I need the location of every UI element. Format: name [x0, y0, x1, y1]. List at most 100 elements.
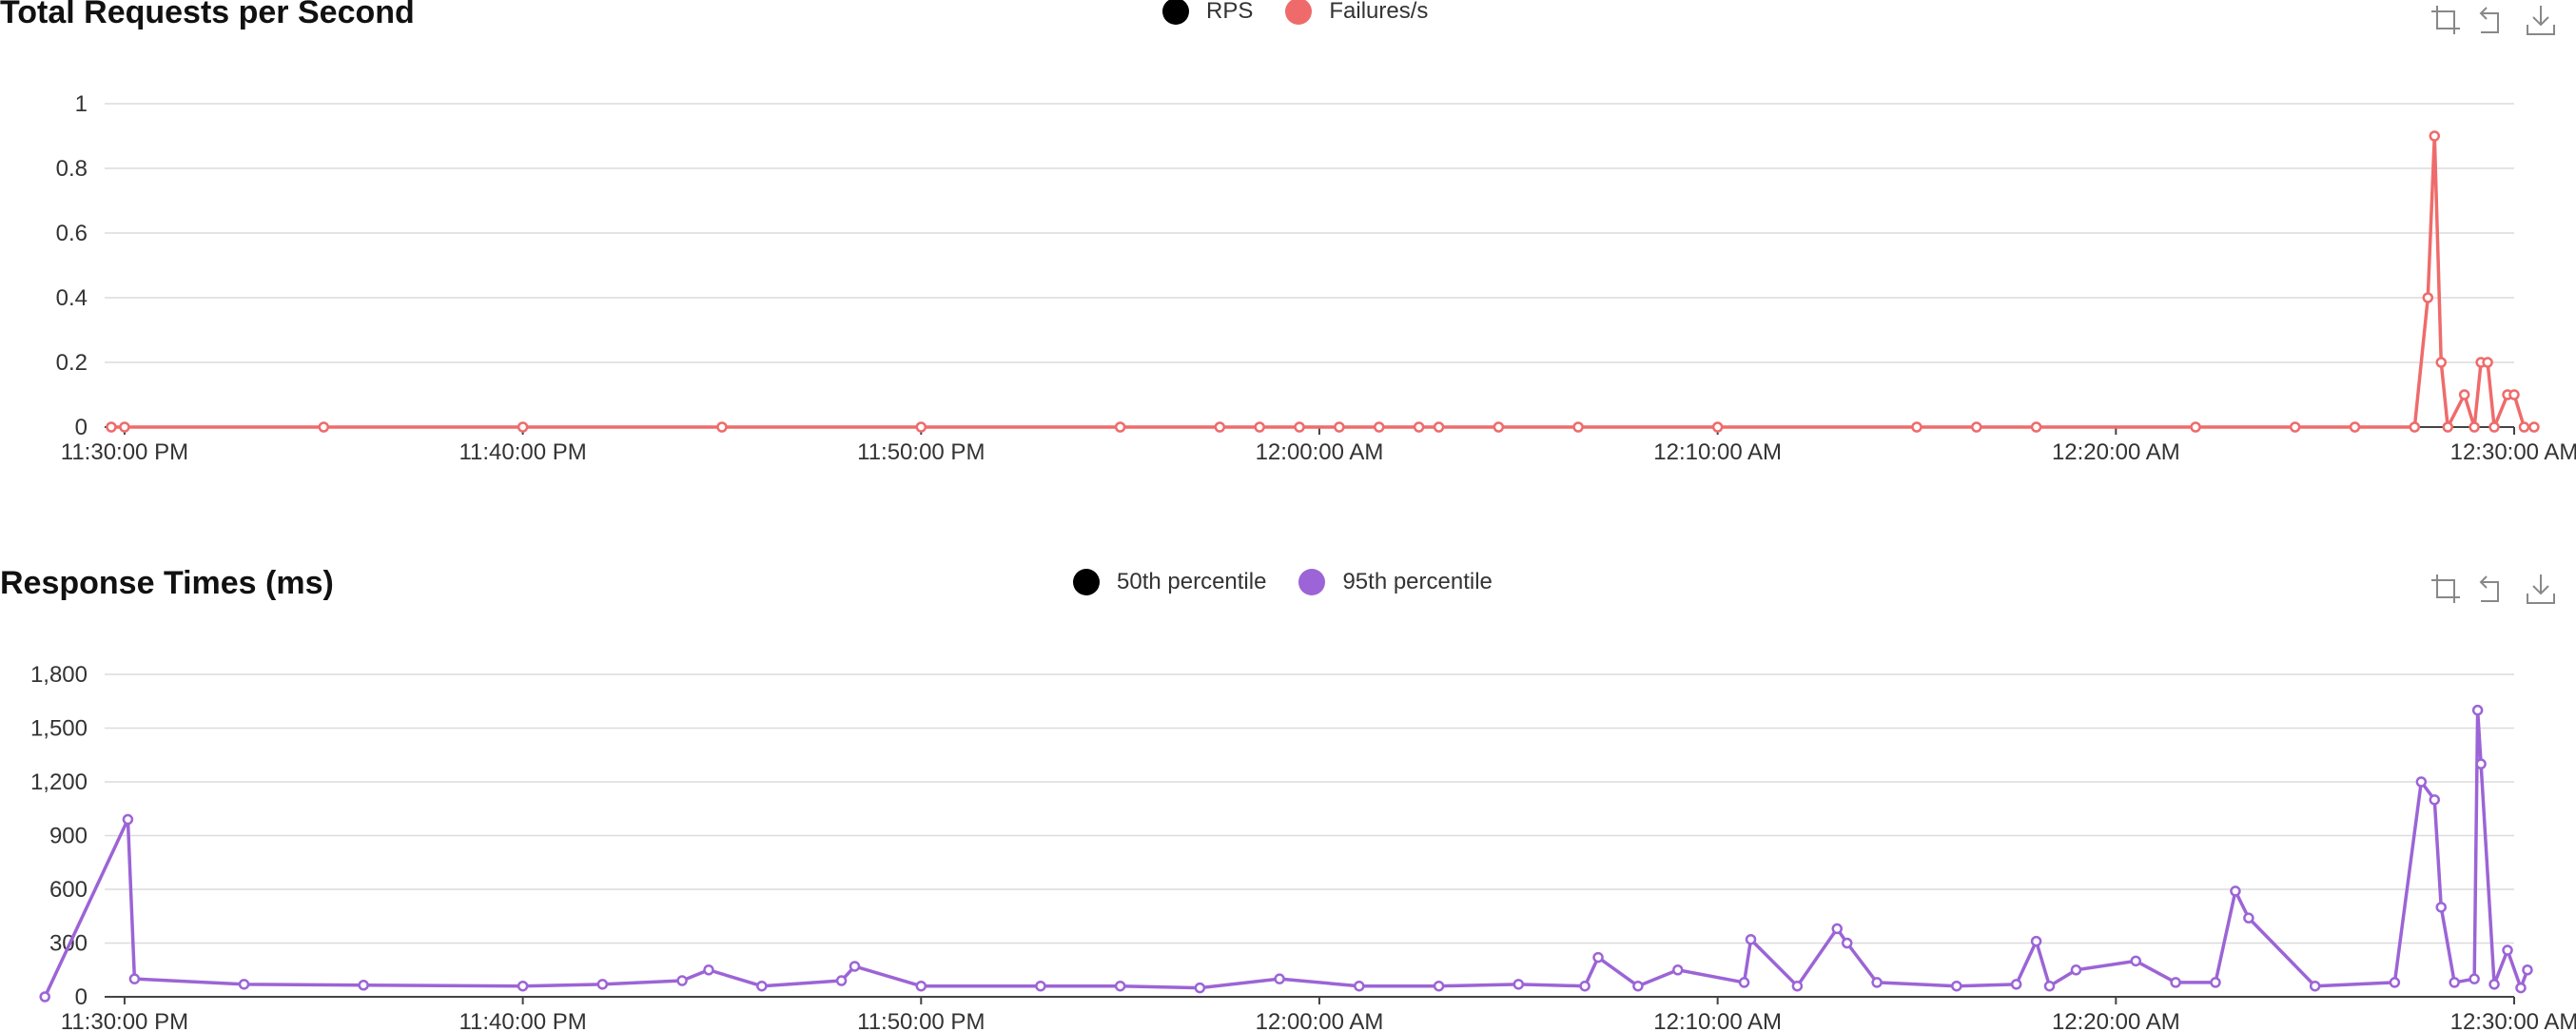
data-point-failures-s[interactable]: [2429, 130, 2441, 142]
data-point-failures-s[interactable]: [915, 421, 927, 433]
data-point-95th-percentile[interactable]: [2043, 980, 2056, 992]
data-point-95th-percentile[interactable]: [915, 980, 927, 992]
data-point-failures-s[interactable]: [1911, 421, 1922, 433]
data-point-failures-s[interactable]: [2508, 389, 2520, 400]
data-point-95th-percentile[interactable]: [596, 979, 609, 990]
data-point-95th-percentile[interactable]: [358, 980, 369, 991]
data-point-95th-percentile[interactable]: [1951, 980, 1962, 992]
data-point-95th-percentile[interactable]: [1433, 980, 1445, 992]
data-point-95th-percentile[interactable]: [2010, 979, 2022, 990]
data-point-failures-s[interactable]: [1214, 421, 1226, 433]
data-point-95th-percentile[interactable]: [2243, 912, 2254, 924]
data-point-failures-s[interactable]: [2435, 357, 2447, 368]
data-point-95th-percentile[interactable]: [2475, 758, 2487, 769]
data-point-95th-percentile[interactable]: [835, 975, 848, 986]
data-point-95th-percentile[interactable]: [2488, 979, 2500, 990]
data-point-failures-s[interactable]: [1572, 421, 1584, 433]
data-point-95th-percentile[interactable]: [1114, 980, 1126, 992]
data-point-95th-percentile[interactable]: [2309, 980, 2321, 992]
data-point-failures-s[interactable]: [2458, 389, 2470, 400]
series-line-failures-s[interactable]: [110, 134, 2534, 429]
legend-item-failures[interactable]: Failures/s: [1285, 0, 1428, 25]
data-point-failures-s[interactable]: [517, 421, 529, 433]
data-point-failures-s[interactable]: [1374, 421, 1385, 433]
data-point-95th-percentile[interactable]: [2415, 776, 2428, 788]
zoom-select-icon[interactable]: [2430, 573, 2462, 605]
data-point-failures-s[interactable]: [1433, 421, 1445, 433]
data-point-95th-percentile[interactable]: [2429, 794, 2441, 806]
data-point-95th-percentile[interactable]: [128, 973, 141, 984]
legend-item-rps[interactable]: RPS: [1162, 0, 1253, 25]
series-line-95th-percentile[interactable]: [43, 708, 2529, 998]
data-point-failures-s[interactable]: [1114, 421, 1126, 433]
data-point-95th-percentile[interactable]: [1632, 980, 1644, 992]
data-point-failures-s[interactable]: [318, 421, 330, 433]
legend-item-p50[interactable]: 50th percentile: [1073, 569, 1266, 595]
data-point-95th-percentile[interactable]: [1745, 933, 1757, 945]
data-point-failures-s[interactable]: [119, 421, 130, 433]
data-point-failures-s[interactable]: [2442, 421, 2453, 433]
data-point-95th-percentile[interactable]: [2471, 704, 2484, 716]
data-point-95th-percentile[interactable]: [1274, 973, 1285, 984]
data-point-95th-percentile[interactable]: [2522, 964, 2533, 976]
data-point-failures-s[interactable]: [2349, 421, 2361, 433]
data-point-95th-percentile[interactable]: [517, 980, 529, 992]
data-point-failures-s[interactable]: [2422, 292, 2434, 303]
data-point-95th-percentile[interactable]: [1035, 980, 1046, 992]
data-point-95th-percentile[interactable]: [1791, 980, 1804, 992]
data-point-95th-percentile[interactable]: [1194, 982, 1206, 994]
zoom-reset-icon[interactable]: [2477, 573, 2509, 605]
data-point-95th-percentile[interactable]: [2469, 973, 2480, 984]
data-point-95th-percentile[interactable]: [2130, 955, 2142, 967]
legend-item-p95[interactable]: 95th percentile: [1298, 569, 1493, 595]
data-point-failures-s[interactable]: [2488, 421, 2500, 433]
data-point-failures-s[interactable]: [716, 421, 728, 433]
data-point-95th-percentile[interactable]: [2502, 944, 2513, 956]
save-image-icon[interactable]: [2525, 573, 2557, 605]
data-point-95th-percentile[interactable]: [756, 980, 768, 992]
data-point-95th-percentile[interactable]: [1354, 980, 1365, 992]
data-point-95th-percentile[interactable]: [1871, 977, 1883, 988]
data-point-95th-percentile[interactable]: [1579, 980, 1590, 992]
data-point-failures-s[interactable]: [1493, 421, 1505, 433]
data-point-95th-percentile[interactable]: [1512, 979, 1525, 990]
data-point-95th-percentile[interactable]: [2170, 977, 2181, 988]
data-point-95th-percentile[interactable]: [1831, 923, 1843, 935]
data-point-95th-percentile[interactable]: [2210, 977, 2221, 988]
data-point-95th-percentile[interactable]: [2389, 977, 2401, 988]
data-point-failures-s[interactable]: [1971, 421, 1982, 433]
data-point-failures-s[interactable]: [1254, 421, 1265, 433]
save-image-icon[interactable]: [2525, 4, 2557, 36]
data-point-95th-percentile[interactable]: [703, 964, 714, 976]
data-point-failures-s[interactable]: [1413, 421, 1425, 433]
data-point-95th-percentile[interactable]: [849, 961, 861, 972]
data-point-95th-percentile[interactable]: [1672, 964, 1684, 976]
data-point-95th-percentile[interactable]: [2230, 886, 2241, 897]
data-point-95th-percentile[interactable]: [676, 975, 688, 986]
data-point-failures-s[interactable]: [1294, 421, 1305, 433]
data-point-failures-s[interactable]: [2518, 421, 2530, 433]
data-point-95th-percentile[interactable]: [122, 813, 134, 826]
data-point-failures-s[interactable]: [106, 421, 117, 433]
data-point-failures-s[interactable]: [2409, 421, 2421, 433]
data-point-failures-s[interactable]: [2482, 357, 2493, 368]
data-point-95th-percentile[interactable]: [1738, 977, 1750, 988]
data-point-95th-percentile[interactable]: [2449, 977, 2460, 988]
data-point-95th-percentile[interactable]: [2030, 935, 2042, 947]
data-point-95th-percentile[interactable]: [238, 979, 250, 990]
data-point-failures-s[interactable]: [2190, 421, 2201, 433]
data-point-95th-percentile[interactable]: [2070, 964, 2082, 976]
data-point-95th-percentile[interactable]: [1592, 951, 1604, 964]
zoom-select-icon[interactable]: [2430, 4, 2462, 36]
data-point-failures-s[interactable]: [2469, 421, 2480, 433]
data-point-95th-percentile[interactable]: [39, 991, 50, 1003]
data-point-95th-percentile[interactable]: [2515, 982, 2527, 994]
rps-chart[interactable]: 0 0.2 0.4 0.6 0.8 1 11:30:00 PM 11:40:00 PM 11:5…: [0, 0, 2576, 476]
data-point-failures-s[interactable]: [2289, 421, 2301, 433]
data-point-failures-s[interactable]: [2528, 421, 2540, 433]
zoom-reset-icon[interactable]: [2477, 4, 2509, 36]
data-point-failures-s[interactable]: [1711, 421, 1724, 433]
data-point-failures-s[interactable]: [1334, 421, 1345, 433]
data-point-95th-percentile[interactable]: [1841, 937, 1853, 949]
